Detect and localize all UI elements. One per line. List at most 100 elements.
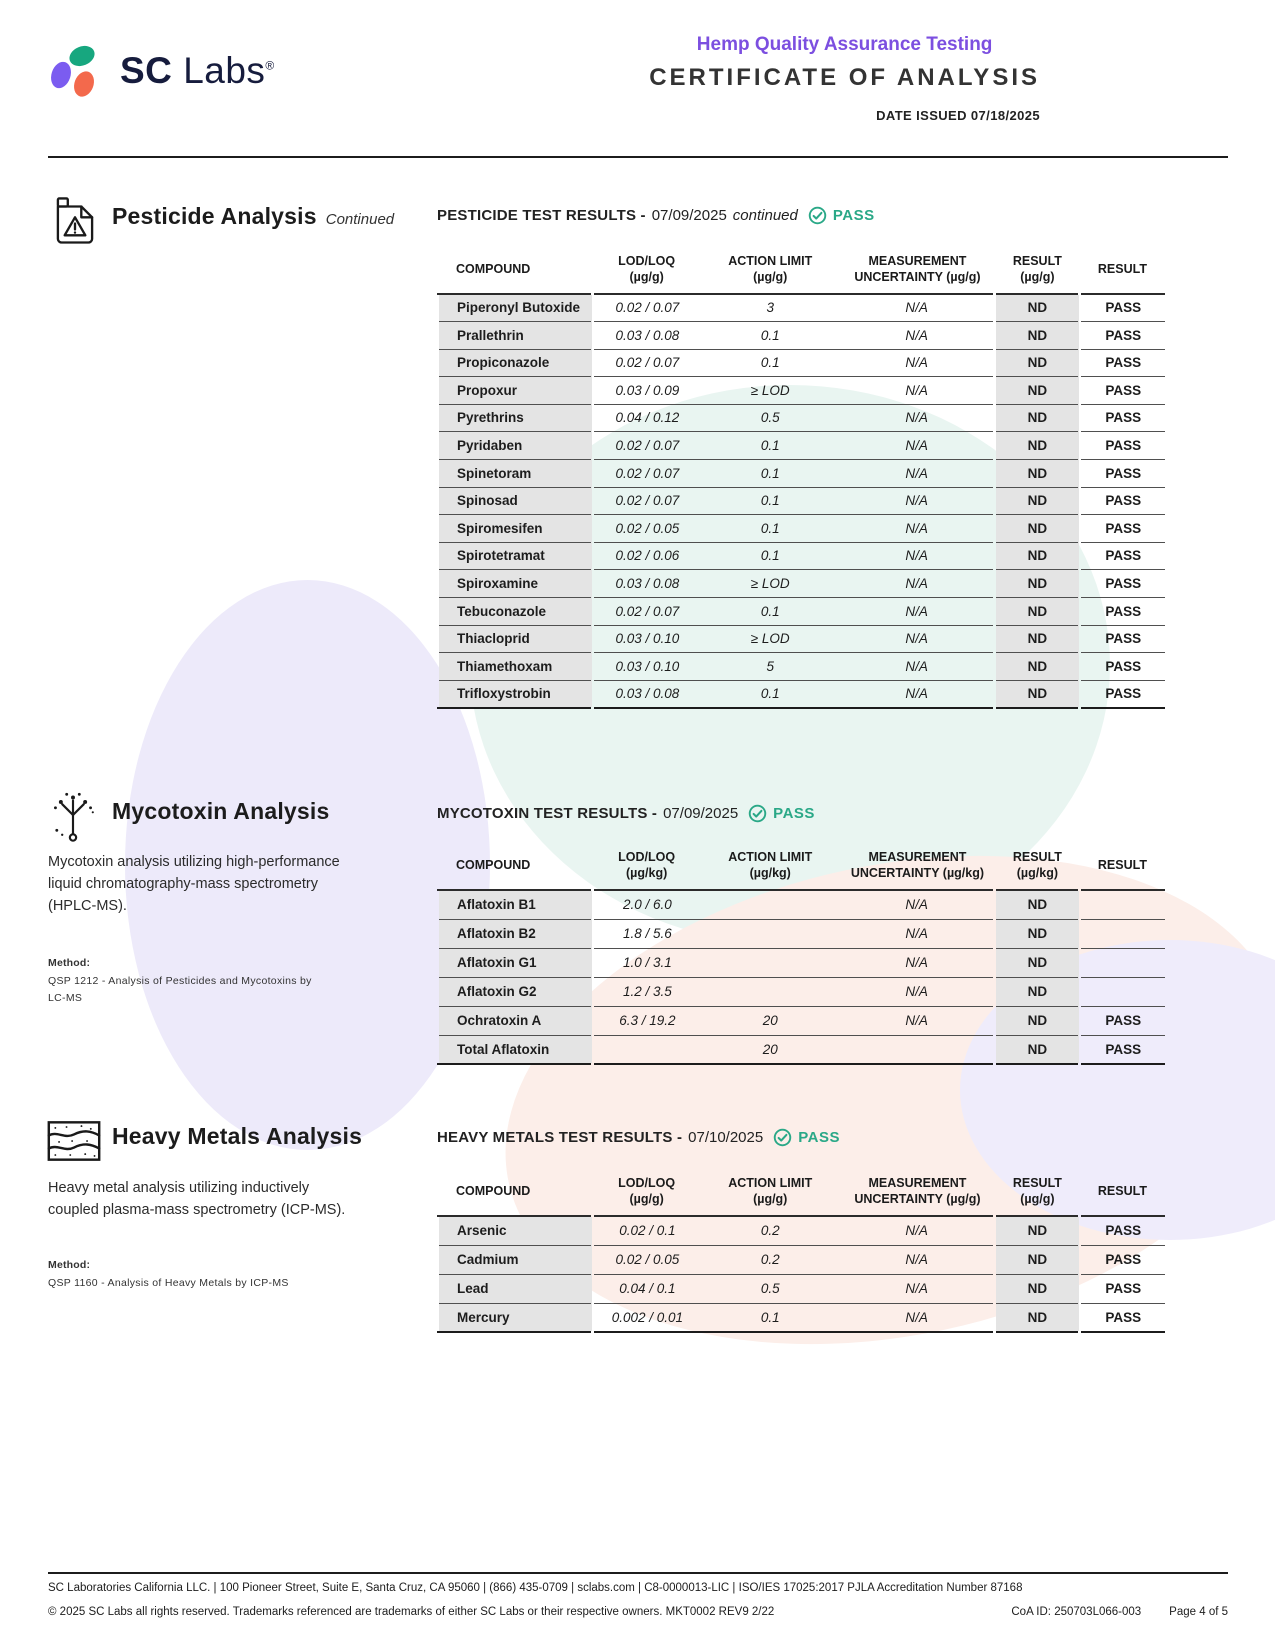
cell-action-limit: 0.1 — [700, 321, 841, 350]
cell-result-status: PASS — [1079, 404, 1165, 433]
cell-action-limit: 5 — [700, 652, 841, 681]
table-row: Ochratoxin A 6.3 / 19.2 20 N/A ND PASS — [438, 1006, 1165, 1036]
cell-action-limit — [700, 948, 841, 978]
heavy-metals-results-table: COMPOUND LOD/LOQ (µg/g) ACTION LIMIT (µg/g) M… — [437, 1168, 1165, 1333]
cell-lod-loq: 0.03 / 0.08 — [592, 321, 701, 350]
cell-action-limit: 0.2 — [700, 1245, 841, 1275]
heavy-metals-method: Method: QSP 1160 - Analysis of Heavy Met… — [48, 1259, 289, 1289]
column-header: ACTION LIMIT (µg/g) — [700, 246, 841, 295]
mycotoxin-description: Mycotoxin analysis utilizing high-perfor… — [48, 854, 340, 914]
cell-uncertainty: N/A — [840, 542, 995, 571]
cell-compound: Arsenic — [438, 1216, 593, 1246]
cell-uncertainty: N/A — [840, 1216, 995, 1246]
column-header: RESULT (µg/kg) — [994, 842, 1080, 891]
cell-action-limit: ≥ LOD — [700, 569, 841, 599]
cell-result-value: ND — [994, 349, 1080, 378]
cell-compound: Cadmium — [438, 1245, 593, 1275]
cell-result-value: ND — [994, 404, 1080, 433]
cell-lod-loq: 0.03 / 0.08 — [592, 680, 701, 709]
cell-compound: Aflatoxin B1 — [438, 890, 593, 920]
cell-lod-loq: 0.03 / 0.10 — [592, 652, 701, 681]
cell-result-value: ND — [994, 1274, 1080, 1304]
cell-lod-loq: 0.02 / 0.07 — [592, 431, 701, 461]
cell-result-value: ND — [994, 569, 1080, 599]
cell-lod-loq: 0.02 / 0.07 — [592, 459, 701, 488]
cell-uncertainty: N/A — [840, 487, 995, 516]
sclabs-logo-mark — [51, 45, 95, 97]
cell-compound: Tebuconazole — [438, 597, 593, 626]
cell-result-status: PASS — [1079, 459, 1165, 488]
cell-result-value: ND — [994, 597, 1080, 626]
cell-compound: Aflatoxin B2 — [438, 919, 593, 949]
cell-result-status — [1079, 919, 1165, 949]
table-row: Spinosad 0.02 / 0.07 0.1 N/A ND PASS — [438, 487, 1165, 516]
brand-name: SC Labs® — [120, 50, 275, 91]
pesticide-pass-status: PASS — [832, 207, 875, 224]
table-row: Thiamethoxam 0.03 / 0.10 5 N/A ND PASS — [438, 652, 1165, 681]
cell-action-limit — [700, 977, 841, 1007]
table-row: Spirotetramat 0.02 / 0.06 0.1 N/A ND PASS — [438, 542, 1165, 571]
cell-lod-loq: 0.02 / 0.07 — [592, 487, 701, 516]
cell-action-limit: 20 — [700, 1035, 841, 1065]
cell-compound: Trifloxystrobin — [438, 680, 593, 709]
cell-result-value: ND — [994, 1216, 1080, 1246]
mycotoxin-method: Method: QSP 1212 - Analysis of Pesticide… — [48, 957, 312, 1004]
cell-result-value: ND — [994, 542, 1080, 571]
column-header: MEASUREMENT UNCERTAINTY (µg/g) — [840, 246, 995, 295]
cell-lod-loq: 0.02 / 0.05 — [592, 1245, 701, 1275]
pesticide-results-line: PESTICIDE TEST RESULTS - 07/09/2025 cont… — [437, 206, 875, 225]
table-row: Aflatoxin G1 1.0 / 3.1 N/A ND — [438, 948, 1165, 978]
cell-action-limit: 0.1 — [700, 431, 841, 461]
cell-uncertainty: N/A — [840, 948, 995, 978]
cell-result-value: ND — [994, 625, 1080, 654]
table-row: Mercury 0.002 / 0.01 0.1 N/A ND PASS — [438, 1303, 1165, 1333]
pesticide-section-note: Continued — [325, 211, 395, 228]
table-header-row: COMPOUND LOD/LOQ (µg/g) ACTION LIMIT (µg/g) M… — [438, 1168, 1165, 1217]
cell-compound: Pyrethrins — [438, 404, 593, 433]
cell-result-value: ND — [994, 514, 1080, 543]
cell-lod-loq: 0.03 / 0.08 — [592, 569, 701, 599]
table-row: Lead 0.04 / 0.1 0.5 N/A ND PASS — [438, 1274, 1165, 1304]
sclabs-logo: SC Labs® — [48, 42, 275, 100]
cell-action-limit — [700, 919, 841, 949]
cell-action-limit: ≥ LOD — [700, 625, 841, 654]
cell-result-value: ND — [994, 294, 1080, 323]
cell-result-status: PASS — [1079, 1035, 1165, 1065]
cell-lod-loq: 0.03 / 0.09 — [592, 376, 701, 405]
column-header: RESULT — [1079, 246, 1165, 295]
table-row: Aflatoxin B1 2.0 / 6.0 N/A ND — [438, 890, 1165, 920]
heavy-metals-description: Heavy metal analysis utilizing inductive… — [48, 1180, 346, 1218]
pass-check-icon — [808, 206, 827, 225]
column-header: RESULT (µg/g) — [994, 246, 1080, 295]
cell-uncertainty: N/A — [840, 597, 995, 626]
pesticide-results-note: continued — [732, 207, 798, 224]
cell-compound: Propiconazole — [438, 349, 593, 378]
column-header: ACTION LIMIT (µg/kg) — [700, 842, 841, 891]
cell-compound: Piperonyl Butoxide — [438, 294, 593, 323]
cell-compound: Spirotetramat — [438, 542, 593, 571]
pesticide-results-table: COMPOUND LOD/LOQ (µg/g) ACTION LIMIT (µg/g) M… — [437, 246, 1165, 709]
heavy-metals-layers-icon — [47, 1121, 101, 1161]
cell-result-value: ND — [994, 1006, 1080, 1036]
table-row: Total Aflatoxin 20 ND PASS — [438, 1035, 1165, 1065]
pass-check-icon — [773, 1128, 792, 1147]
cell-action-limit: 0.1 — [700, 542, 841, 571]
cell-result-status: PASS — [1079, 431, 1165, 461]
cell-result-value: ND — [994, 890, 1080, 920]
mycotoxin-pass-status: PASS — [773, 805, 815, 822]
cell-result-status — [1079, 890, 1165, 920]
table-row: Propoxur 0.03 / 0.09 ≥ LOD N/A ND PASS — [438, 376, 1165, 405]
cell-result-status: PASS — [1079, 542, 1165, 571]
cell-result-value: ND — [994, 1245, 1080, 1275]
cell-action-limit: 0.1 — [700, 514, 841, 543]
cell-uncertainty: N/A — [840, 625, 995, 654]
cell-result-status: PASS — [1079, 597, 1165, 626]
cell-uncertainty: N/A — [840, 680, 995, 709]
cell-lod-loq — [592, 1035, 701, 1065]
cell-uncertainty: N/A — [840, 459, 995, 488]
column-header: RESULT — [1079, 1168, 1165, 1217]
cell-compound: Ochratoxin A — [438, 1006, 593, 1036]
cell-result-value: ND — [994, 948, 1080, 978]
table-row: Trifloxystrobin 0.03 / 0.08 0.1 N/A ND PASS — [438, 680, 1165, 709]
table-row: Arsenic 0.02 / 0.1 0.2 N/A ND PASS — [438, 1216, 1165, 1246]
